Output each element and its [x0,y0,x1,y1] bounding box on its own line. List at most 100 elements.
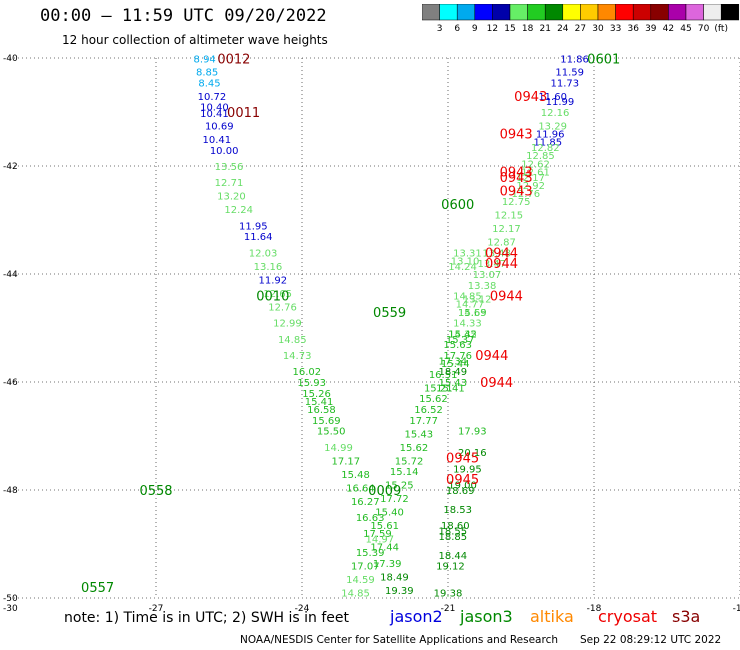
wave-height-label: 13.12 [463,294,492,305]
footer-credit: NOAA/NESDIS Center for Satellite Applica… [240,634,558,646]
wave-height-label: 16.51 [429,370,458,381]
wave-height-label: 17.59 [363,529,392,540]
wave-height-label: 15.48 [341,470,370,481]
wave-height-label: 11.64 [244,232,273,243]
wave-height-label: 14.85 [341,589,370,600]
page-title: 00:00 – 11:59 UTC 09/20/2022 [40,6,327,26]
x-tick-label: -18 [587,604,602,614]
wave-height-label: 19.39 [385,586,414,597]
wave-height-label: 18.69 [446,486,475,497]
time-label: 0011 [227,106,260,121]
wave-height-label: 16.02 [293,367,322,378]
wave-height-label: 14.99 [324,443,353,454]
time-label: 0601 [587,53,620,68]
wave-height-label: 16.63 [356,513,385,524]
wave-height-label: 20.16 [458,448,487,459]
wave-height-label: 15.14 [390,467,419,478]
time-label: 0012 [217,53,250,68]
legend-altika: altika [530,607,574,626]
wave-height-label: 10.69 [205,122,234,133]
wave-height-label: 10.41 [203,135,232,146]
wave-height-label: 13.16 [254,262,283,273]
wave-height-label: 12.85 [526,151,555,162]
wave-height-label: 13.07 [473,270,502,281]
wave-height-label: 19.95 [453,464,482,475]
colorbar-label: 15 [504,24,515,34]
colorbar-label: 27 [575,24,586,34]
wave-height-label: 15.43 [404,429,433,440]
legend-cryosat: cryosat [598,607,658,626]
wave-height-label: 14.73 [283,351,312,362]
y-tick-label: -50 [3,594,18,604]
wave-height-label: 12.82 [531,143,560,154]
wave-height-label: 14.24 [448,262,477,273]
wave-height-label: 12.17 [516,173,545,184]
wave-height-label: 18.60 [441,521,470,532]
wave-height-label: 17.72 [380,494,409,505]
wave-height-label: 18.44 [439,551,468,562]
y-tick-label: -46 [3,378,18,388]
y-tick-label: -42 [3,162,18,172]
x-tick-label: -24 [295,604,310,614]
wave-height-label: 17.07 [351,562,380,573]
wave-height-label: 12.61 [521,167,550,178]
y-tick-label: -40 [3,54,18,64]
wave-height-label: 15.42 [448,329,477,340]
legend-jason3: jason3 [460,607,513,626]
legend-s3a: s3a [672,607,701,626]
wave-height-label: 18.85 [439,532,468,543]
wave-height-label: 12.92 [516,181,545,192]
footer-timestamp: Sep 22 08:29:12 UTC 2022 [580,634,722,646]
wave-height-label: 15.44 [441,359,470,370]
wave-height-label: 16.52 [414,405,443,416]
wave-height-label: 12.65 [263,289,292,300]
wave-height-label: 19.00 [448,481,477,492]
time-label: 0944 [485,246,518,261]
time-label: 0944 [490,290,523,305]
colorbar-label: 33 [610,24,621,34]
wave-height-label: 14.35 [448,329,477,340]
wave-height-label: 11.99 [546,97,575,108]
wave-height-label: 12.75 [502,197,531,208]
wave-height-label: 12.62 [521,159,550,170]
wave-height-label: 14.85 [278,335,307,346]
wave-height-label: 17.44 [370,543,399,554]
time-label: 0943 [500,171,533,186]
wave-height-label: 17.93 [458,427,487,438]
wave-height-label: 16.64 [346,483,375,494]
colorbar-label: 6 [454,24,460,34]
time-label: 0558 [139,484,172,499]
time-label: 0600 [441,198,474,213]
time-label: 0945 [446,473,479,488]
wave-height-label: 12.03 [249,248,278,259]
wave-height-label: 8.85 [196,68,218,79]
time-label: 0944 [480,376,513,391]
wave-height-label: 13.48 [482,248,511,259]
corner-tick-label: -30 [3,604,18,614]
colorbar-label: 45 [680,24,691,34]
x-tick-label: -15 [733,604,740,614]
wave-height-label: 15.69 [458,308,487,319]
time-label: 0559 [373,306,406,321]
wave-height-label: 15.41 [436,383,465,394]
wave-height-label: 11.85 [533,138,562,149]
wave-height-label: 15.61 [370,521,399,532]
wave-height-label: 16.27 [351,497,380,508]
wave-height-label: 15.69 [312,416,341,427]
wave-height-label: 8.94 [194,55,216,66]
colorbar-label: 12 [487,24,498,34]
colorbar-label: 42 [663,24,674,34]
time-label: 0944 [485,257,518,272]
wave-height-label: 15.40 [375,508,404,519]
x-tick-label: -27 [149,604,164,614]
wave-height-label: 10.00 [210,146,239,157]
time-label: 0945 [446,452,479,467]
wave-height-label: 14.97 [366,535,395,546]
wave-height-label: 15.50 [317,427,346,438]
wave-height-label: 15.72 [395,456,424,467]
colorbar-swatch [720,4,740,21]
wave-height-label: 11.86 [560,55,589,66]
colorbar-label: 3 [437,24,443,34]
wave-height-label: 17.77 [409,416,438,427]
